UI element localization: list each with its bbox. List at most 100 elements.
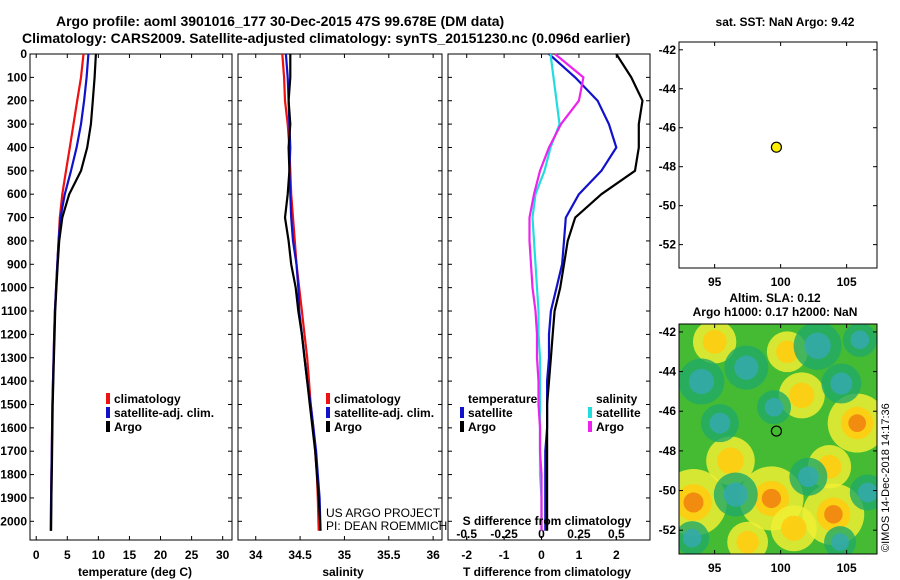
temperature-panel: 0100200300400500600700800900100011001200…	[0, 47, 233, 562]
sst-map-panel: 95 100 105 -42 -44 -46 -48 -50 -52	[659, 41, 878, 289]
y-tick-label: 800	[7, 234, 27, 248]
x-tick-label: 34	[249, 548, 263, 562]
heatmap-cell-positive	[683, 492, 704, 513]
y-tick-label: 300	[7, 117, 27, 131]
plot-frame	[447, 53, 651, 541]
argo-location-marker	[770, 425, 783, 437]
heatmap-cell-negative	[723, 482, 748, 507]
legend-label-s-satellite: satellite	[596, 406, 641, 420]
y-tick-label: -48	[659, 160, 677, 174]
heatmap-cell-negative	[682, 528, 702, 548]
y-tick-label: 600	[7, 187, 27, 201]
salinity-panel: 34 34.5 35 35.5 36	[237, 53, 443, 562]
imos-watermark: ©IMOS 14-Dec-2018 14:17:36	[880, 403, 892, 552]
legend-label-s-argo: Argo	[596, 420, 624, 434]
x-tick-label: -2	[461, 548, 472, 562]
series-line-argo	[283, 54, 322, 531]
legend-swatch-climatology	[326, 393, 330, 404]
difference-xlabel: T difference from climatology	[463, 565, 631, 579]
x-tick-label: 105	[837, 561, 857, 575]
legend-title-salinity: salinity	[596, 392, 638, 406]
y-tick-label: -52	[659, 238, 677, 252]
map-frame	[678, 41, 878, 269]
difference-x2label: S difference from climatology	[463, 514, 632, 528]
y-tick-label: -44	[659, 365, 677, 379]
heatmap-cell-positive	[761, 488, 782, 509]
legend-swatch-s-satellite	[588, 407, 592, 418]
difference-panel: -2 -1 0 1 2 -0.5 -0.25 0 0.25 0.5	[447, 53, 651, 562]
plot-frame	[29, 53, 233, 541]
legend-label-climatology: climatology	[114, 392, 181, 406]
heatmap-cell-negative	[804, 332, 831, 360]
y-tick-label: 200	[7, 94, 27, 108]
y-tick-label: -52	[659, 523, 677, 537]
heatmap-cell-negative	[797, 466, 819, 488]
x2-tick-label: 0.25	[567, 527, 591, 541]
heatmap-cell-negative	[764, 397, 784, 417]
heatmap-cell-positive	[848, 414, 867, 432]
y-tick-label: 1000	[0, 281, 27, 295]
heatmap-cell-positive	[781, 515, 807, 541]
legend-swatch-t-satellite	[460, 407, 464, 418]
legend-label-argo: Argo	[334, 420, 362, 434]
x-tick-label: 95	[708, 275, 722, 289]
x-tick-label: 2	[613, 548, 620, 562]
salinity-xlabel: salinity	[322, 565, 364, 579]
series-line-salinity-argo	[528, 53, 585, 531]
x2-tick-label: -0.25	[490, 527, 518, 541]
heatmap-cell-positive	[736, 530, 759, 554]
heatmap-cell-positive	[702, 329, 727, 354]
x-tick-label: 15	[123, 548, 137, 562]
y-tick-label: 0	[20, 47, 27, 61]
y-tick-label: -48	[659, 444, 677, 458]
x-tick-label: 1	[576, 548, 583, 562]
y-tick-label: 900	[7, 257, 27, 271]
x-tick-label: 25	[185, 548, 199, 562]
series-line-climatology	[281, 53, 320, 531]
temperature-xlabel: temperature (deg C)	[78, 565, 192, 579]
map-frame	[678, 323, 878, 555]
sla-map-title-line2: Argo h1000: 0.17 h2000: NaN	[693, 305, 858, 319]
x2-tick-label: -0.5	[456, 527, 477, 541]
x-tick-label: 95	[708, 561, 722, 575]
y-tick-label: 1200	[0, 327, 27, 341]
x2-tick-label: 0.5	[608, 527, 625, 541]
x2-tick-label: 0	[538, 527, 545, 541]
y-tick-label: 1900	[0, 491, 27, 505]
y-tick-label: -42	[659, 43, 677, 57]
figure-title-line1: Argo profile: aoml 3901016_177 30-Dec-20…	[56, 13, 504, 29]
x-tick-label: 0	[33, 548, 40, 562]
x-tick-label: 10	[92, 548, 106, 562]
y-tick-label: 2000	[0, 514, 27, 528]
legend-label-satellite-adj: satellite-adj. clim.	[114, 406, 214, 420]
heatmap-cell-negative	[709, 412, 731, 434]
series-line-temperature-satellite	[544, 53, 618, 531]
figure-title-line2: Climatology: CARS2009. Satellite-adjuste…	[22, 30, 630, 46]
temperature-legend: climatology satellite-adj. clim. Argo	[106, 392, 214, 434]
x-tick-label: 30	[216, 548, 230, 562]
y-tick-label: -44	[659, 82, 677, 96]
heatmap-cell-negative	[688, 368, 715, 395]
y-tick-label: -42	[659, 325, 677, 339]
plot-frame	[237, 53, 443, 541]
argo-location-marker	[770, 141, 783, 153]
legend-title-temperature: temperature	[468, 392, 538, 406]
x-tick-label: 35	[338, 548, 352, 562]
heatmap-cell-positive	[789, 382, 815, 409]
heatmap-cell-negative	[831, 533, 849, 551]
y-tick-label: 700	[7, 211, 27, 225]
x-tick-label: 34.5	[288, 548, 312, 562]
y-tick-label: -46	[659, 121, 677, 135]
legend-swatch-argo	[326, 421, 330, 432]
legend-label-climatology: climatology	[334, 392, 401, 406]
legend-swatch-climatology	[106, 393, 110, 404]
y-tick-label: -50	[659, 484, 677, 498]
x-tick-label: 5	[64, 548, 71, 562]
x-tick-label: 20	[154, 548, 168, 562]
x-tick-label: 35.5	[377, 548, 401, 562]
sla-map-title-line1: Altim. SLA: 0.12	[729, 291, 821, 305]
y-tick-label: 500	[7, 164, 27, 178]
legend-swatch-satellite-adj	[106, 407, 110, 418]
legend-label-satellite-adj: satellite-adj. clim.	[334, 406, 434, 420]
x-tick-label: 100	[771, 275, 791, 289]
